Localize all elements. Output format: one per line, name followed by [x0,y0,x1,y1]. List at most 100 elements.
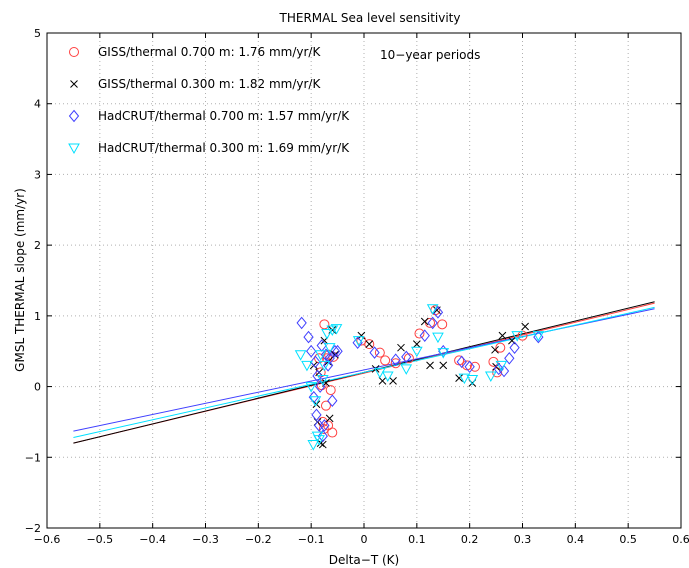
point-series-2 [420,317,429,326]
point-series-3 [319,419,330,432]
point-series-4 [309,396,322,407]
point-series-3 [456,355,467,369]
point-series-1 [437,319,448,330]
fit-lines [73,301,655,444]
y-tick-label: 0 [34,381,41,394]
point-series-3 [327,394,338,408]
y-tick-label: 2 [34,239,41,252]
point-series-3 [493,362,504,376]
legend-label-series-1: GISS/thermal 0.700 m: 1.76 mm/yr/K [98,45,321,59]
legend-label-series-4: HadCRUT/thermal 0.300 m: 1.69 mm/yr/K [98,141,350,155]
point-series-3 [313,419,325,432]
point-series-4 [511,331,524,342]
point-series-2 [455,374,463,382]
point-series-3 [390,353,401,366]
axis-ticks: −0.6 −0.5 −0.4 −0.3 −0.2 −0.1 0 0.1 0.2 0.3 0.4 0.5… [25,27,689,546]
point-series-2 [426,361,434,370]
x-tick-label: −0.5 [86,533,113,546]
legend-label-series-3: HadCRUT/thermal 0.700 m: 1.57 mm/yr/K [98,109,350,123]
point-series-2 [365,340,374,348]
x-axis-label: Delta−T (K) [329,553,399,567]
x-tick-label: 0.5 [619,533,637,546]
point-series-3 [303,330,314,344]
y-tick-label: −1 [25,451,41,464]
x-tick-label: −0.6 [34,533,61,546]
point-series-4 [426,304,439,315]
point-series-3 [306,344,317,358]
x-tick-label: 0.6 [672,533,689,546]
point-series-3 [427,316,438,330]
y-tick-label: 3 [34,168,41,181]
point-series-4 [294,350,307,361]
point-series-4 [330,324,343,335]
point-series-1 [462,360,473,371]
x-tick-label: −0.2 [245,533,272,546]
chart-title: THERMAL Sea level sensitivity [279,11,461,25]
point-series-1 [320,400,331,411]
x-tick-label: −0.4 [139,533,166,546]
point-series-3 [317,429,328,443]
x-tick-label: −0.3 [192,533,219,546]
point-series-4 [313,435,325,446]
point-series-3 [312,369,323,383]
point-series-1 [414,328,425,339]
point-series-2 [397,343,405,352]
point-series-3 [464,360,475,374]
point-series-3 [352,336,363,350]
point-series-4 [466,375,479,386]
point-series-2 [412,340,421,348]
legend: GISS/thermal 0.700 m: 1.76 mm/yr/K GISS/t… [68,45,350,155]
x-tick-label: 0.2 [461,533,479,546]
point-series-2 [357,331,366,340]
legend-marker-series-3 [68,109,80,123]
legend-marker-series-1 [69,47,79,57]
point-series-4 [437,348,450,359]
point-series-3 [311,408,322,422]
point-series-1 [469,361,480,372]
y-tick-label: 4 [34,98,41,111]
point-series-4 [321,329,333,340]
point-series-4 [532,331,545,342]
point-series-3 [419,329,430,342]
point-series-4 [458,373,471,385]
x-tick-label: 0.4 [567,533,585,546]
x-tick-label: 0.3 [514,533,532,546]
y-tick-label: −2 [25,522,41,535]
legend-marker-series-2 [70,80,78,88]
point-series-2 [498,331,507,340]
point-series-3 [369,346,380,359]
point-series-4 [352,336,365,347]
point-series-3 [296,316,307,330]
x-tick-label: −0.1 [298,533,325,546]
point-series-3 [332,344,343,358]
x-tick-label: 0.1 [408,533,426,546]
point-series-4 [484,371,497,382]
point-series-1 [380,355,391,366]
point-series-4 [432,332,444,344]
point-series-1 [327,427,338,438]
point-series-4 [381,371,394,382]
point-series-3 [322,359,334,372]
point-series-2 [325,414,334,423]
point-series-3 [310,355,321,369]
point-series-4 [374,367,386,379]
point-series-4 [316,375,329,386]
point-series-3 [324,351,335,365]
annotation-10-year-periods: 10−year periods [380,48,480,62]
point-series-2 [439,361,448,370]
point-series-4 [301,360,313,372]
point-series-1 [495,342,506,353]
point-series-3 [504,351,515,365]
point-series-4 [314,350,327,361]
point-series-2 [491,345,499,354]
point-series-4 [323,343,336,354]
point-series-1 [364,339,375,350]
point-series-4 [400,364,413,375]
point-series-3 [401,350,412,364]
point-series-2 [521,322,529,331]
y-tick-label: 1 [34,310,41,323]
point-series-1 [403,353,414,364]
y-axis-label: GMSL THERMAL slope (mm/yr) [13,188,27,372]
